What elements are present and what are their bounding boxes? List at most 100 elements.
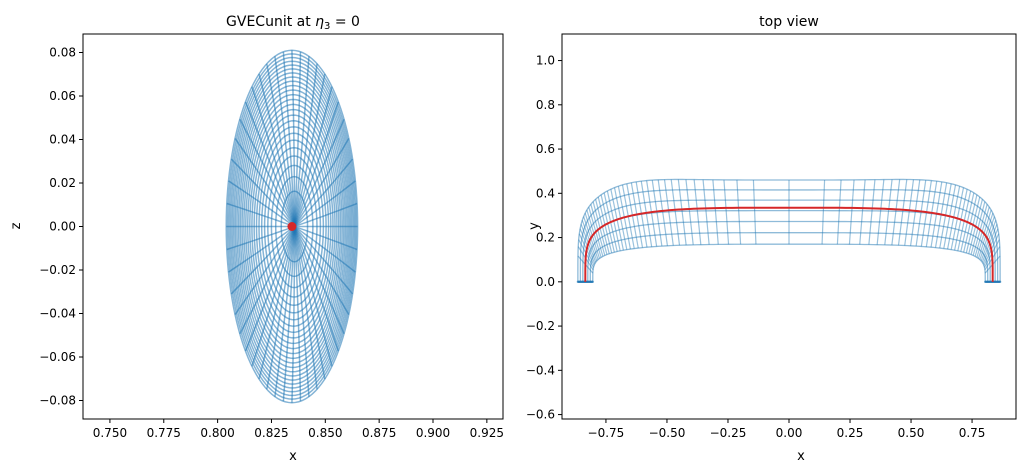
x-tick-label: 0.875 [362, 426, 396, 440]
right-x-axis-label: x [797, 449, 805, 464]
x-tick-label: 0.25 [837, 426, 864, 440]
radial-line [294, 180, 356, 228]
right-magnetic-axis-curve [584, 206, 994, 282]
magnetic-axis-marker [287, 222, 297, 231]
left-y-ticks: −0.08 −0.06 −0.04 −0.02 0.00 0.02 0.04 0.06 0.08 [39, 45, 83, 408]
y-tick-label: −0.06 [39, 350, 76, 364]
x-tick-label: −0.25 [710, 426, 747, 440]
radial-line [293, 226, 302, 402]
y-tick-label: 0.06 [49, 89, 76, 103]
radial-line [293, 101, 340, 227]
radial-line [228, 180, 295, 228]
left-plot-panel: 0.750 0.775 0.800 0.825 0.850 0.875 0.900 0.925… [9, 14, 504, 464]
radial-line [293, 226, 326, 380]
radial-line [293, 73, 326, 227]
radial-line [234, 226, 296, 316]
surface-cross-line [685, 179, 694, 245]
y-tick-label: 0.0 [536, 275, 555, 289]
surface-cross-line [897, 179, 908, 246]
surface-contour [592, 243, 986, 282]
surface-cross-line [915, 180, 927, 247]
radial-line [228, 225, 295, 273]
surface-cross-line [859, 179, 866, 245]
radial-line [293, 118, 345, 227]
right-y-axis-label: y [527, 222, 542, 230]
radial-line [293, 226, 310, 397]
radial-line [293, 226, 333, 367]
surface-cross-line [670, 179, 681, 246]
radial-line [234, 137, 296, 227]
surface-cross-line [646, 180, 658, 247]
radial-line [226, 225, 295, 251]
surface-cross-line [868, 179, 876, 245]
left-x-axis-label: x [289, 449, 297, 464]
radial-line [258, 73, 296, 227]
radial-line [293, 226, 345, 335]
radial-line [251, 86, 296, 227]
radial-line [282, 51, 296, 227]
y-tick-label: −0.2 [526, 319, 555, 333]
surface-cross-line [752, 179, 757, 245]
x-tick-label: 0.750 [93, 426, 127, 440]
x-tick-label: 0.775 [147, 426, 181, 440]
surface-contour [582, 199, 996, 282]
y-tick-label: 0.02 [49, 176, 76, 190]
y-tick-label: 1.0 [536, 54, 555, 68]
radial-line [226, 202, 295, 228]
surface-cross-line [891, 179, 901, 246]
surface-cross-line [821, 179, 826, 245]
y-tick-label: 0.6 [536, 142, 555, 156]
left-x-ticks: 0.750 0.775 0.800 0.825 0.850 0.875 0.900 0.925 [93, 419, 504, 440]
left-magnetic-axis-point [287, 222, 297, 231]
radial-line [230, 158, 296, 228]
surface-cross-line [909, 179, 921, 246]
y-tick-label: −0.08 [39, 394, 76, 408]
surface-cross-line [848, 179, 855, 245]
x-tick-label: 0.50 [898, 426, 925, 440]
surface-cross-line [836, 179, 842, 245]
surface-cross-line [925, 181, 938, 247]
radial-line [291, 226, 296, 403]
y-tick-label: 0.00 [49, 220, 76, 234]
x-tick-label: −0.50 [649, 426, 686, 440]
surface-cross-line [920, 180, 932, 247]
radial-line [293, 225, 354, 295]
right-title: top view [759, 14, 819, 30]
radial-line [293, 226, 318, 390]
x-tick-label: 0.850 [308, 426, 342, 440]
radial-line [239, 226, 296, 335]
radial-line [282, 226, 296, 402]
radial-line [293, 51, 302, 227]
radial-line [274, 56, 296, 227]
y-tick-label: −0.02 [39, 263, 76, 277]
end-point [998, 280, 1002, 284]
radial-line [266, 226, 296, 390]
y-tick-label: −0.04 [39, 307, 76, 321]
x-tick-label: 0.900 [416, 426, 450, 440]
y-tick-label: 0.4 [536, 186, 555, 200]
surface-cross-line [677, 179, 687, 246]
radial-line [293, 56, 310, 227]
surface-cross-line [904, 179, 915, 246]
right-torus-surface-mesh [576, 178, 1002, 284]
x-tick-label: 0.925 [470, 426, 504, 440]
surface-cross-line [712, 179, 719, 245]
radial-line [293, 138, 350, 227]
surface-contour [587, 220, 991, 282]
y-tick-label: 0.8 [536, 98, 555, 112]
radial-line [274, 226, 296, 397]
left-flux-surface-mesh [225, 49, 359, 404]
radial-line [293, 86, 333, 227]
radial-line [293, 158, 354, 228]
radial-line [294, 202, 358, 228]
radial-line [294, 225, 356, 273]
radial-line [293, 226, 350, 315]
right-y-ticks: −0.6 −0.4 −0.2 0.0 0.2 0.4 0.6 0.8 1.0 [526, 54, 562, 422]
y-tick-label: 0.2 [536, 231, 555, 245]
radial-line [266, 63, 296, 227]
y-tick-label: −0.4 [526, 363, 555, 377]
radial-line [293, 63, 318, 227]
left-title: GVECunit at η3 = 0 [226, 14, 360, 32]
surface-cross-line [640, 181, 653, 247]
right-plot-panel: −0.75 −0.50 −0.25 0.00 0.25 0.50 0.75 −0.6 −0.4… [526, 14, 1017, 464]
